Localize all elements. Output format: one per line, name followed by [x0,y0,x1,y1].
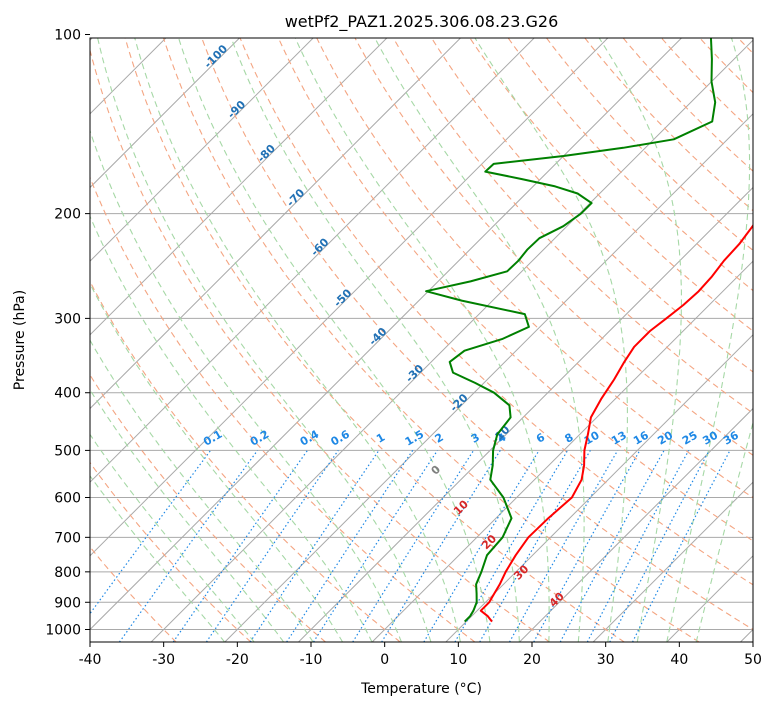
moist-adiabat-line [90,282,344,642]
y-tick-label: 200 [54,207,81,223]
moist-adiabat-line [90,339,314,642]
x-tick-label: 0 [380,652,389,668]
dry-adiabat-line [90,373,326,642]
mixing-ratio-line [118,450,258,642]
mixing-ratio-line [559,450,665,642]
plot-frame [89,37,754,643]
dry-adiabat-line [507,38,753,292]
y-tick-label: 300 [54,311,81,327]
y-axis: 100 200 300 400 500 600 700 800 900 1000 [45,28,90,639]
moist-adiabat-line [134,38,462,642]
dry-adiabat-line [316,38,753,499]
isotherm-line [90,38,462,410]
moist-adiabat-line [90,388,285,642]
isotherm-line [90,38,535,483]
x-tick-label: 20 [523,652,541,668]
isotherm-line [90,38,609,557]
moist-adiabat-line [666,38,751,642]
dry-adiabat-line [90,48,551,642]
isotherm-line [224,113,753,642]
dry-adiabat-layer [90,38,753,642]
mixing-ratio-line [286,450,414,642]
dry-adiabat-line [90,461,252,642]
dry-adiabat-line [277,38,753,542]
isotherm-line [90,38,683,631]
y-tick-label: 800 [54,565,81,581]
plot-area: 0.1 0.2 0.4 0.6 1 1.5 2 3 4 6 8 10 13 16 20 25 30 36-100-… [90,38,753,642]
series-layer [425,38,753,623]
isotherm-line [592,481,753,642]
x-tick-label: -30 [152,652,175,668]
dry-adiabat-line [201,38,753,631]
moist-adiabat-line [97,38,432,642]
isotherm-line [445,334,753,642]
x-axis-title: Temperature (°C) [360,681,482,697]
moist-adiabat-line [90,215,373,642]
y-tick-label: 400 [54,386,81,402]
x-axis: -40 -30 -20 -10 0 10 20 30 40 50 [79,642,762,668]
mixing-ratio-line [586,450,690,642]
temperature-profile-line [479,223,753,623]
isotherm-line [90,38,241,189]
moist-adiabat-line [474,38,628,642]
dry-adiabat-line [124,38,625,642]
mixing-ratio-line [312,450,438,642]
moist-adiabat-layer [90,38,753,642]
mixing-ratio-line [90,450,212,615]
moist-adiabat-line [294,38,550,642]
isotherm-line [90,38,314,262]
moist-adiabat-line [178,38,491,642]
moist-adiabat-line [90,129,403,642]
moist-adiabat-line [90,433,255,642]
moist-adiabat-line [695,420,753,642]
dry-adiabat-line [239,38,753,586]
y-tick-label: 700 [54,530,81,546]
x-tick-label: -40 [79,652,102,668]
x-tick-label: 30 [597,652,615,668]
moist-adiabat-line [90,474,226,642]
mixing-ratio-line [423,450,540,642]
mixing-ratio-line [205,450,339,642]
y-tick-label: 600 [54,491,81,507]
y-tick-label: 900 [54,595,81,611]
isotherm-layer [90,38,753,642]
mixing-ratio-line [352,450,475,642]
dewpoint-profile-line [425,38,717,623]
chart-title: wetPf2_PAZ1.2025.306.08.23.G26 [285,12,559,32]
y-tick-label: 1000 [45,623,81,639]
y-tick-label: 500 [54,443,81,459]
x-tick-label: 10 [449,652,467,668]
isotherm-line [150,39,753,642]
moist-adiabat-line [598,38,682,642]
mixing-ratio-line [172,450,308,642]
x-tick-label: 40 [670,652,688,668]
isotherm-line [90,38,388,336]
dry-adiabat-line [162,38,700,642]
isotherm-line [371,260,753,642]
x-tick-label: 50 [744,652,762,668]
mixing-ratio-line [249,450,380,642]
y-tick-label: 100 [54,28,81,44]
y-axis-title: Pressure (hPa) [12,290,28,390]
mixing-ratio-line [533,450,641,642]
isotherm-line [519,407,753,642]
moist-adiabat-line [374,38,585,642]
mixing-ratio-layer [90,450,731,642]
moist-adiabat-line [230,38,520,642]
x-tick-label: -20 [226,652,249,668]
x-tick-label: -10 [300,652,323,668]
